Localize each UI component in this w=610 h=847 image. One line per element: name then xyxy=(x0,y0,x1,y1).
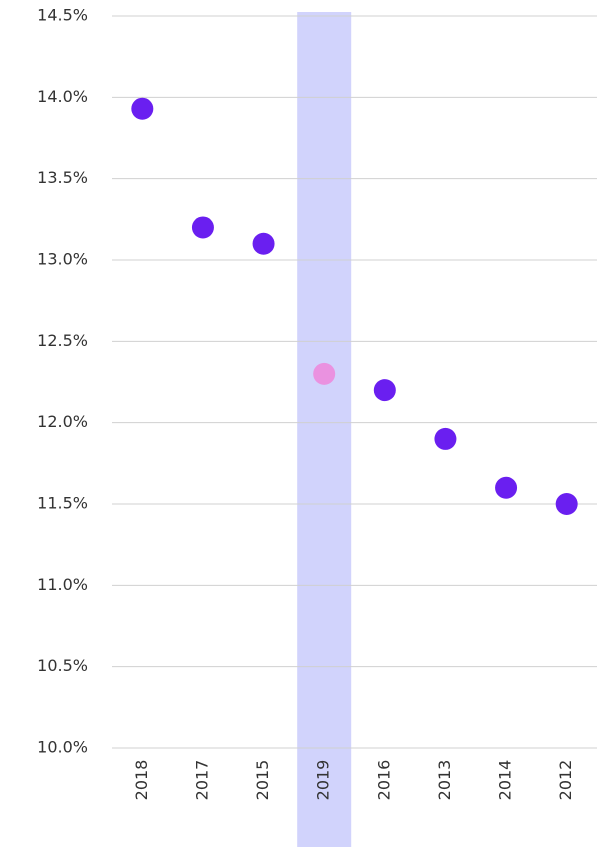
dot xyxy=(373,379,396,402)
x-tick-label: 2016 xyxy=(374,760,393,801)
dot xyxy=(434,427,457,450)
highlight-band xyxy=(297,12,352,847)
dot xyxy=(495,476,518,499)
dot xyxy=(313,362,336,385)
dot xyxy=(131,97,154,120)
y-tick-label: 13.5% xyxy=(37,168,88,187)
x-tick-label: 2012 xyxy=(556,760,575,801)
dot xyxy=(252,232,275,255)
x-tick-label: 2014 xyxy=(496,760,515,801)
y-tick-label: 11.5% xyxy=(37,494,88,513)
y-tick-label: 14.5% xyxy=(37,6,88,25)
y-tick-label: 12.0% xyxy=(37,412,88,431)
x-tick-label: 2019 xyxy=(314,760,333,801)
x-tick-label: 2018 xyxy=(132,760,151,801)
dot xyxy=(191,216,214,239)
y-tick-label: 10.5% xyxy=(37,656,88,675)
dot xyxy=(555,493,578,515)
x-tick-label: 2013 xyxy=(435,760,454,801)
y-tick-label: 13.0% xyxy=(37,250,88,269)
y-tick-label: 12.5% xyxy=(37,331,88,350)
x-tick-label: 2015 xyxy=(253,760,272,801)
x-tick-label: 2017 xyxy=(192,760,211,801)
y-tick-label: 11.0% xyxy=(37,575,88,594)
y-tick-label: 10.0% xyxy=(37,738,88,757)
y-tick-label: 14.0% xyxy=(37,87,88,106)
